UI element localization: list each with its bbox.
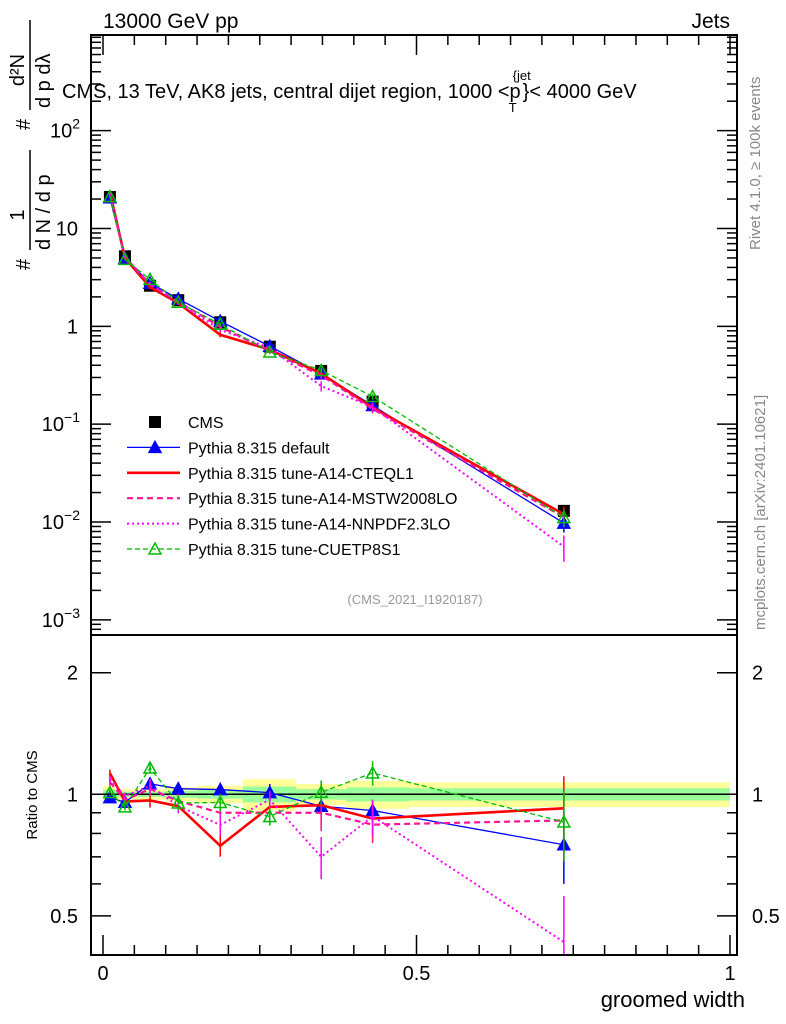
- legend-label: Pythia 8.315 tune-A14-MSTW2008LO: [188, 491, 457, 508]
- main-marker: [556, 510, 572, 524]
- main-marker: [102, 189, 118, 203]
- x-tick-label: 0.5: [403, 963, 431, 985]
- main-marker: [212, 316, 228, 331]
- legend-label: Pythia 8.315 tune-A14-NNPDF2.3LO: [188, 517, 450, 534]
- legend-item: Pythia 8.315 tune-A14-MSTW2008LO: [127, 491, 457, 508]
- series-5: [102, 189, 572, 862]
- ratio-marker: [170, 781, 186, 795]
- ratio-marker: [170, 795, 186, 809]
- main-marker: [313, 362, 329, 377]
- ratio-marker: [102, 785, 118, 799]
- ratio-y-tick-label: 0.5: [50, 906, 78, 928]
- svg-text:d²N: d²N: [7, 54, 29, 86]
- header-left: 13000 GeV pp: [103, 10, 238, 33]
- legend-item: Pythia 8.315 default: [127, 439, 330, 457]
- legend-marker-square: [149, 416, 161, 428]
- ratio-marker: [212, 794, 228, 809]
- y-tick-label: 1: [67, 316, 78, 338]
- main-marker: [117, 251, 133, 266]
- ratio-marker: [117, 799, 133, 813]
- plot-title: CMS, 13 TeV, AK8 jets, central dijet reg…: [62, 68, 637, 115]
- ratio-marker: [365, 765, 380, 779]
- x-tick-label: 0: [97, 963, 108, 985]
- y-tick-label: 10−2: [42, 507, 80, 534]
- legend-item: Pythia 8.315 tune-CUETP8S1: [127, 541, 401, 559]
- svg-text:d p dλ: d p dλ: [33, 54, 55, 108]
- ratio-marker: [556, 814, 572, 828]
- legend-label: Pythia 8.315 tune-A14-CTEQL1: [188, 466, 414, 483]
- ratio-y-tick-label: 1: [67, 784, 78, 806]
- legend-marker: [147, 541, 163, 555]
- y-tick-label: 10−1: [42, 409, 80, 436]
- mcplots-label: mcplots.cern.ch [arXiv:2401.10621]: [752, 395, 769, 630]
- legend-label: CMS: [188, 415, 224, 432]
- legend-label: Pythia 8.315 tune-CUETP8S1: [188, 542, 401, 559]
- ratio-y-tick-label-right: 2: [752, 663, 763, 685]
- svg-text:1: 1: [7, 209, 29, 220]
- main-marker: [170, 294, 186, 309]
- y-axis-label-ratio: Ratio to CMS: [24, 750, 41, 839]
- svg-text:d N / d p: d N / d p: [33, 174, 55, 250]
- y-tick-label: 10: [56, 218, 78, 240]
- header-right: Jets: [691, 10, 730, 33]
- ratio-marker: [142, 760, 158, 774]
- legend-item: Pythia 8.315 tune-A14-NNPDF2.3LO: [127, 517, 450, 534]
- ratio-y-tick-label-right: 1: [752, 784, 763, 806]
- series-group: [102, 189, 572, 955]
- legend-label: Pythia 8.315 default: [188, 440, 330, 457]
- x-axis-label: groomed width: [601, 987, 745, 1012]
- main-marker: [262, 344, 278, 358]
- legend-item: Pythia 8.315 tune-A14-CTEQL1: [127, 466, 414, 483]
- rivet-label: Rivet 4.1.0, ≥ 100k events: [747, 77, 764, 250]
- svg-text:#: #: [13, 258, 35, 270]
- legend-marker: [147, 439, 163, 454]
- svg-text:#: #: [13, 118, 35, 130]
- y-axis-label-main: # 1 d N / d p # d²N d p dλ: [7, 20, 55, 270]
- x-tick-label: 1: [724, 963, 735, 985]
- legend-item: CMS: [149, 415, 224, 432]
- analysis-annotation: (CMS_2021_I1920187): [347, 592, 482, 607]
- ratio-marker: [313, 784, 329, 799]
- main-marker: [142, 271, 158, 286]
- ratio-y-tick-label: 2: [67, 663, 78, 685]
- legend: CMS Pythia 8.315 default Pythia 8.315 tune…: [127, 415, 457, 559]
- ratio-y-tick-label-right: 0.5: [752, 906, 780, 928]
- y-tick-label: 102: [50, 116, 80, 143]
- ratio-marker: [262, 809, 278, 823]
- axis-ticks: [91, 35, 737, 956]
- y-tick-label: 10−3: [42, 605, 80, 632]
- main-marker: [365, 388, 380, 403]
